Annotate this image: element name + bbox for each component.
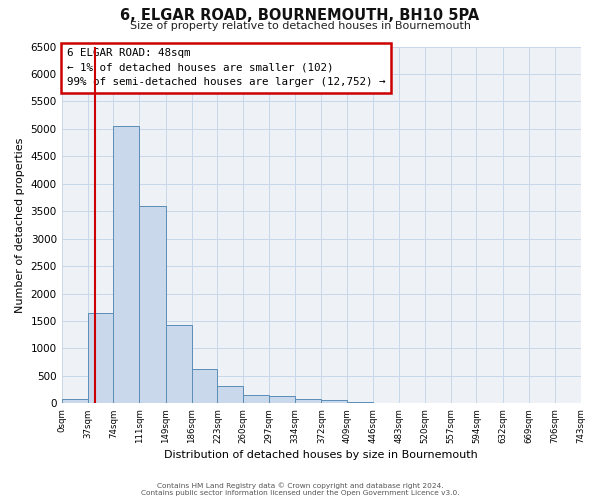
Bar (191, 370, 217, 404)
Bar (62, 399, 88, 404)
Text: 6 ELGAR ROAD: 48sqm
← 1% of detached houses are smaller (102)
99% of semi-detach: 6 ELGAR ROAD: 48sqm ← 1% of detached hou… (67, 48, 385, 87)
X-axis label: Distribution of detached houses by size in Bournemouth: Distribution of detached houses by size … (164, 450, 478, 460)
Bar (166, 326, 191, 404)
Bar (295, 399, 322, 404)
Bar (139, 206, 166, 404)
Text: Size of property relative to detached houses in Bournemouth: Size of property relative to detached ho… (130, 21, 470, 31)
Text: Contains public sector information licensed under the Open Government Licence v3: Contains public sector information licen… (140, 490, 460, 496)
Text: 6, ELGAR ROAD, BOURNEMOUTH, BH10 5PA: 6, ELGAR ROAD, BOURNEMOUTH, BH10 5PA (121, 8, 479, 22)
Y-axis label: Number of detached properties: Number of detached properties (15, 137, 25, 312)
Bar (269, 396, 295, 404)
Bar (88, 312, 113, 404)
Bar (347, 402, 373, 404)
Bar (322, 400, 347, 404)
Bar (217, 386, 243, 404)
Bar (113, 126, 139, 404)
Bar (243, 395, 269, 404)
Text: Contains HM Land Registry data © Crown copyright and database right 2024.: Contains HM Land Registry data © Crown c… (157, 482, 443, 489)
